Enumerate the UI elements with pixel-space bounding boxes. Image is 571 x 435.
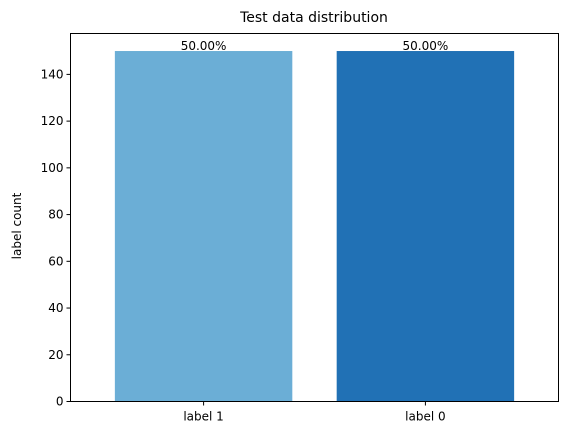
data-labels-group: 50.00% 50.00% xyxy=(181,39,449,53)
x-tick-label: label 0 xyxy=(405,410,445,424)
y-tick-label: 120 xyxy=(41,114,64,128)
chart-title: Test data distribution xyxy=(239,10,388,26)
y-tick-label: 100 xyxy=(41,161,64,175)
y-tick-label: 20 xyxy=(48,348,63,362)
bars-group xyxy=(114,51,515,402)
x-tick-label: label 1 xyxy=(183,410,223,424)
data-label: 50.00% xyxy=(181,39,227,53)
y-ticks-group: 0 20 40 60 80 100 120 140 xyxy=(41,67,71,409)
y-tick-label: 80 xyxy=(48,208,63,222)
bar-label-1 xyxy=(114,51,293,402)
y-tick-label: 140 xyxy=(41,67,64,81)
y-tick-label: 0 xyxy=(56,395,64,409)
y-tick-label: 60 xyxy=(48,254,63,268)
y-axis-label: label count xyxy=(10,192,24,259)
plot-frame xyxy=(70,33,559,402)
y-tick-label: 40 xyxy=(48,301,63,315)
x-ticks-group: label 1 label 0 xyxy=(183,401,446,424)
bar-label-0 xyxy=(336,51,515,402)
data-label: 50.00% xyxy=(403,39,449,53)
